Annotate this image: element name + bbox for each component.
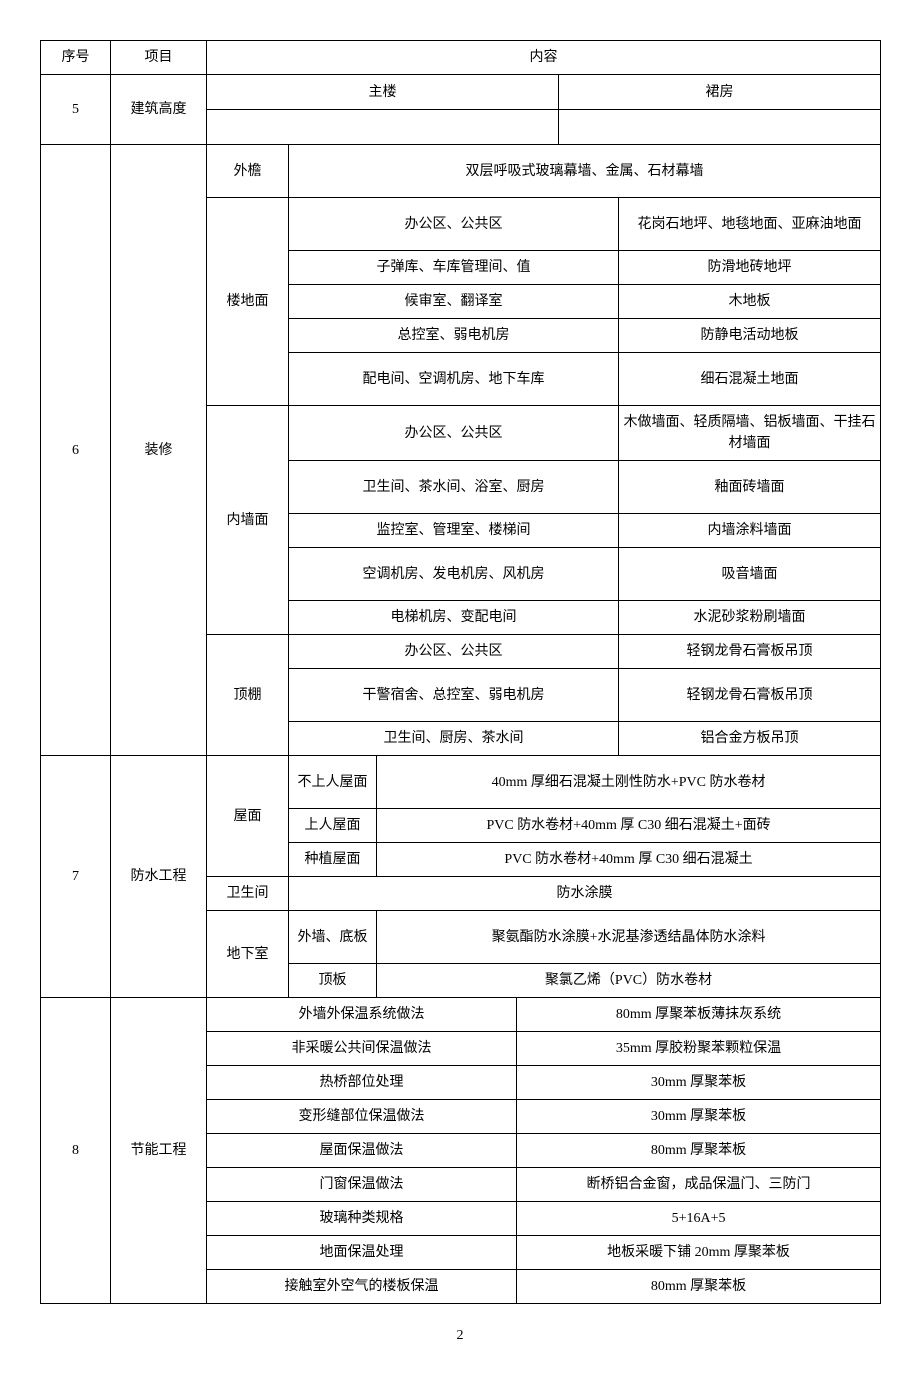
cell: 顶板 — [289, 964, 377, 998]
cell: 釉面砖墙面 — [619, 461, 881, 514]
cell: 屋面保温做法 — [207, 1134, 517, 1168]
row-5: 5 建筑高度 主楼 裙房 — [41, 75, 881, 110]
cell: 干警宿舍、总控室、弱电机房 — [289, 669, 619, 722]
cell: 40mm 厚细石混凝土刚性防水+PVC 防水卷材 — [377, 756, 881, 809]
r5-main: 主楼 — [207, 75, 559, 110]
seq-8: 8 — [41, 998, 111, 1304]
cell: 35mm 厚胶粉聚苯颗粒保温 — [517, 1032, 881, 1066]
cell: 防水涂膜 — [289, 877, 881, 911]
cell: 铝合金方板吊顶 — [619, 722, 881, 756]
cell: 地面保温处理 — [207, 1236, 517, 1270]
cell: 办公区、公共区 — [289, 635, 619, 669]
cell: 聚氨酯防水涂膜+水泥基渗透结晶体防水涂料 — [377, 911, 881, 964]
cell: 空调机房、发电机房、风机房 — [289, 548, 619, 601]
cell: 子弹库、车库管理间、值 — [289, 251, 619, 285]
cell: 轻钢龙骨石膏板吊顶 — [619, 635, 881, 669]
cell: 上人屋面 — [289, 809, 377, 843]
cell: 内墙涂料墙面 — [619, 514, 881, 548]
cell: 配电间、空调机房、地下车库 — [289, 353, 619, 406]
cell: 非采暖公共间保温做法 — [207, 1032, 517, 1066]
cell: 防静电活动地板 — [619, 319, 881, 353]
cell: 30mm 厚聚苯板 — [517, 1066, 881, 1100]
cell: 80mm 厚聚苯板 — [517, 1134, 881, 1168]
r6-floor-label: 楼地面 — [207, 198, 289, 406]
cell: 断桥铝合金窗，成品保温门、三防门 — [517, 1168, 881, 1202]
proj-6: 装修 — [111, 145, 207, 756]
cell: 30mm 厚聚苯板 — [517, 1100, 881, 1134]
col-seq: 序号 — [41, 41, 111, 75]
r5-main-val — [207, 110, 559, 145]
seq-6: 6 — [41, 145, 111, 756]
proj-7: 防水工程 — [111, 756, 207, 998]
cell: 吸音墙面 — [619, 548, 881, 601]
r5-annex-val — [559, 110, 881, 145]
seq-7: 7 — [41, 756, 111, 998]
cell: 总控室、弱电机房 — [289, 319, 619, 353]
r6-wall-label: 内墙面 — [207, 406, 289, 635]
r7-roof-label: 屋面 — [207, 756, 289, 877]
cell: 变形缝部位保温做法 — [207, 1100, 517, 1134]
cell: 门窗保温做法 — [207, 1168, 517, 1202]
seq-5: 5 — [41, 75, 111, 145]
cell: 电梯机房、变配电间 — [289, 601, 619, 635]
spec-table: 序号 项目 内容 5 建筑高度 主楼 裙房 6 装修 外檐 双层呼吸式玻璃幕墙、… — [40, 40, 881, 1304]
cell: 80mm 厚聚苯板薄抹灰系统 — [517, 998, 881, 1032]
col-proj: 项目 — [111, 41, 207, 75]
r6-waiyan-val: 双层呼吸式玻璃幕墙、金属、石材幕墙 — [289, 145, 881, 198]
table-header-row: 序号 项目 内容 — [41, 41, 881, 75]
r7-bsmt-label: 地下室 — [207, 911, 289, 998]
r5-annex: 裙房 — [559, 75, 881, 110]
r7-bath-label: 卫生间 — [207, 877, 289, 911]
cell: 种植屋面 — [289, 843, 377, 877]
page-number: 2 — [40, 1328, 880, 1344]
cell: 接触室外空气的楼板保温 — [207, 1270, 517, 1304]
cell: 热桥部位处理 — [207, 1066, 517, 1100]
cell: 花岗石地坪、地毯地面、亚麻油地面 — [619, 198, 881, 251]
cell: 外墙、底板 — [289, 911, 377, 964]
col-content: 内容 — [207, 41, 881, 75]
cell: 办公区、公共区 — [289, 406, 619, 461]
cell: 卫生间、茶水间、浴室、厨房 — [289, 461, 619, 514]
cell: 木地板 — [619, 285, 881, 319]
cell: 地板采暖下铺 20mm 厚聚苯板 — [517, 1236, 881, 1270]
r6-ceiling-label: 顶棚 — [207, 635, 289, 756]
cell: 办公区、公共区 — [289, 198, 619, 251]
proj-5: 建筑高度 — [111, 75, 207, 145]
cell: 细石混凝土地面 — [619, 353, 881, 406]
cell: 80mm 厚聚苯板 — [517, 1270, 881, 1304]
cell: 外墙外保温系统做法 — [207, 998, 517, 1032]
cell: PVC 防水卷材+40mm 厚 C30 细石混凝土 — [377, 843, 881, 877]
cell: 水泥砂浆粉刷墙面 — [619, 601, 881, 635]
cell: 防滑地砖地坪 — [619, 251, 881, 285]
r6-waiyan-label: 外檐 — [207, 145, 289, 198]
cell: 候审室、翻译室 — [289, 285, 619, 319]
cell: 卫生间、厨房、茶水间 — [289, 722, 619, 756]
cell: 玻璃种类规格 — [207, 1202, 517, 1236]
cell: 聚氯乙烯（PVC）防水卷材 — [377, 964, 881, 998]
cell: 不上人屋面 — [289, 756, 377, 809]
cell: PVC 防水卷材+40mm 厚 C30 细石混凝土+面砖 — [377, 809, 881, 843]
proj-8: 节能工程 — [111, 998, 207, 1304]
cell: 5+16A+5 — [517, 1202, 881, 1236]
cell: 监控室、管理室、楼梯间 — [289, 514, 619, 548]
cell: 轻钢龙骨石膏板吊顶 — [619, 669, 881, 722]
cell: 木做墙面、轻质隔墙、铝板墙面、干挂石材墙面 — [619, 406, 881, 461]
